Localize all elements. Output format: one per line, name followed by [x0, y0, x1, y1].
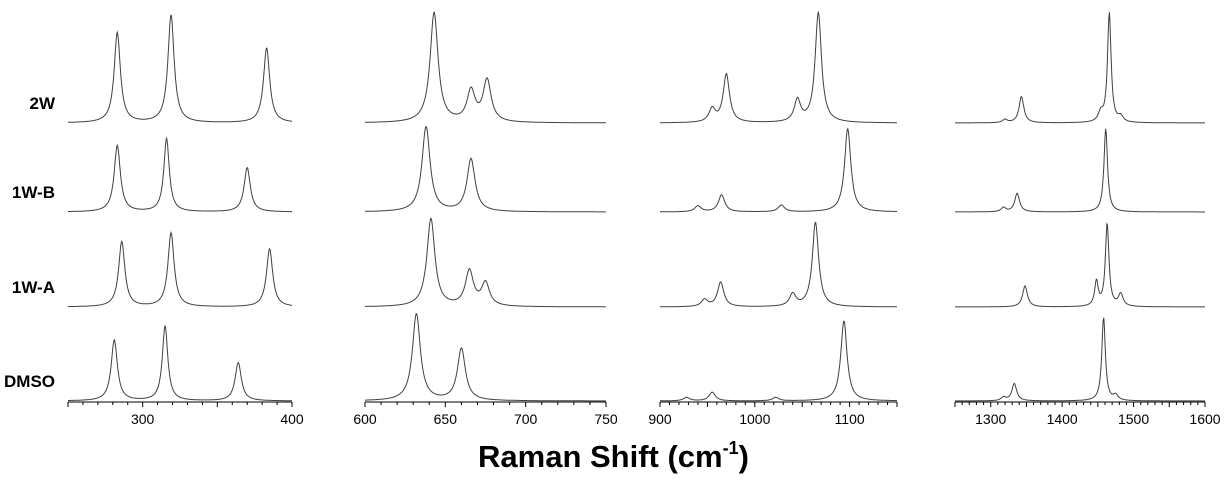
spectrum-2w-panel-2 [365, 12, 606, 123]
spectrum-1w-b-panel-2 [365, 127, 606, 212]
spectrum-dmso-panel-2 [365, 314, 606, 401]
x-tick-label-300: 300 [131, 411, 155, 427]
spectrum-2w-panel-1 [68, 15, 292, 123]
spectrum-1w-a-panel-4 [955, 224, 1205, 307]
x-axis-label-superscript: -1 [723, 438, 739, 458]
spectrum-1w-a-panel-3 [660, 223, 897, 307]
x-tick-label-1300: 1300 [975, 411, 1006, 427]
sample-label-1w-b: 1W-B [12, 183, 55, 202]
spectrum-1w-a-panel-2 [365, 218, 606, 307]
x-axis-label-main: Raman Shift (cm [478, 439, 723, 474]
x-tick-label-750: 750 [594, 411, 618, 427]
spectrum-2w-panel-4 [955, 12, 1205, 123]
x-axis-label: Raman Shift (cm-1) [0, 438, 1227, 475]
sample-label-1w-a: 1W-A [12, 278, 55, 297]
spectrum-1w-b-panel-1 [68, 138, 292, 211]
x-tick-label-700: 700 [514, 411, 538, 427]
x-tick-label-1400: 1400 [1047, 411, 1078, 427]
spectrum-2w-panel-3 [660, 12, 897, 122]
spectrum-dmso-panel-3 [660, 321, 897, 401]
x-axis-label-close: ) [739, 439, 749, 474]
spectrum-1w-a-panel-1 [68, 233, 292, 307]
x-tick-label-1000: 1000 [739, 411, 770, 427]
sample-label-2w: 2W [30, 94, 56, 113]
x-tick-label-1600: 1600 [1189, 411, 1220, 427]
x-tick-label-400: 400 [280, 411, 304, 427]
x-tick-label-900: 900 [648, 411, 672, 427]
x-tick-label-1100: 1100 [835, 411, 865, 427]
x-tick-label-600: 600 [353, 411, 377, 427]
spectrum-dmso-panel-4 [955, 318, 1205, 401]
x-tick-label-650: 650 [434, 411, 458, 427]
spectrum-1w-b-panel-3 [660, 129, 897, 212]
spectrum-dmso-panel-1 [68, 326, 292, 401]
sample-label-dmso: DMSO [4, 372, 55, 391]
x-tick-label-1500: 1500 [1118, 411, 1149, 427]
spectrum-1w-b-panel-4 [955, 129, 1205, 212]
